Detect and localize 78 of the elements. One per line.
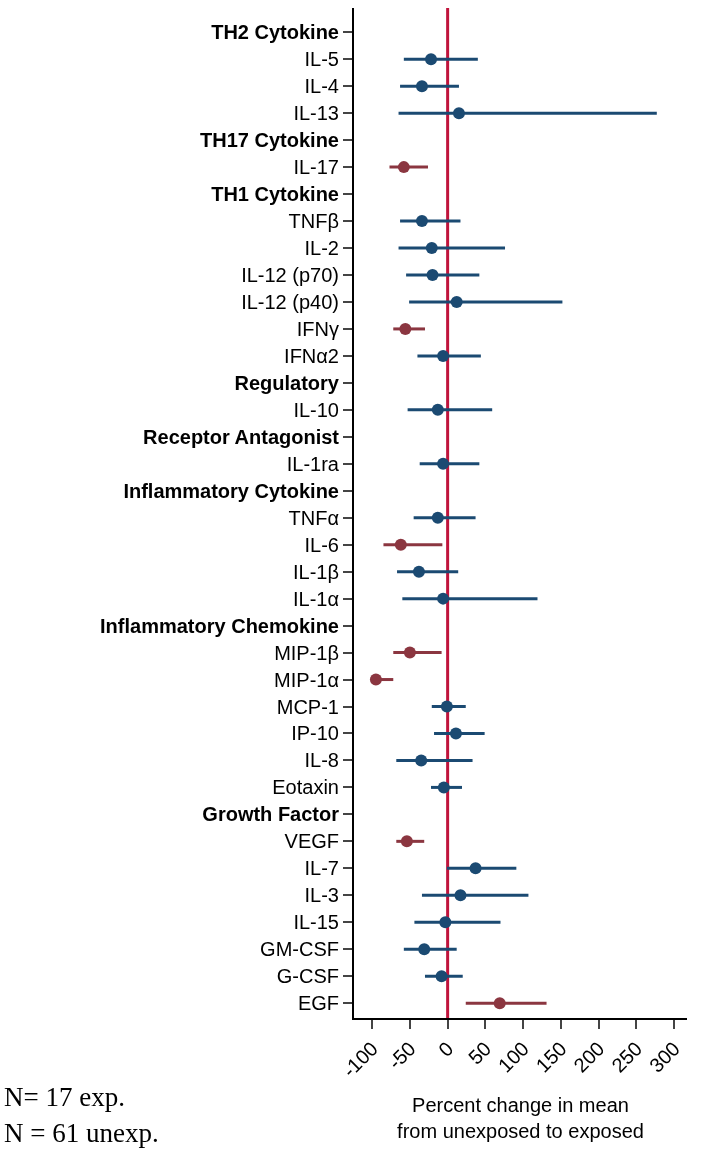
y-tick-label: Inflammatory Chemokine: [100, 614, 339, 637]
y-tick-label: TH1 Cytokine: [211, 183, 339, 206]
y-tick-label: IL-5: [304, 48, 339, 71]
y-tick-label: IL-1β: [293, 560, 339, 583]
point: [437, 349, 450, 362]
x-tick-label: 250: [607, 1037, 647, 1077]
y-tick-label: MCP-1: [276, 695, 339, 718]
y-tick-label: Receptor Antagonist: [143, 425, 340, 448]
y-tick-label: IFNγ: [296, 317, 339, 340]
y-tick-label: TNFβ: [288, 210, 339, 233]
point: [394, 538, 407, 551]
point: [412, 565, 425, 578]
point: [450, 295, 463, 308]
point: [454, 889, 467, 902]
point: [439, 916, 452, 929]
point: [435, 970, 448, 983]
y-tick-label: MIP-1β: [274, 641, 339, 664]
point: [440, 700, 453, 713]
x-tick-label: -50: [383, 1037, 420, 1074]
x-tick-label: 300: [644, 1037, 685, 1077]
point: [469, 862, 482, 875]
y-tick-label: IP-10: [291, 722, 339, 745]
y-tick-label: IL-1ra: [286, 452, 340, 475]
y-tick-label: Regulatory: [234, 371, 340, 394]
x-axis-title: Percent change in mean from unexposed to exposed: [397, 1094, 644, 1143]
y-tick-label: G-CSF: [276, 965, 339, 988]
point: [437, 457, 450, 470]
y-tick-label: IL-7: [304, 857, 339, 880]
y-tick-label: IL-6: [304, 533, 339, 556]
x-tick-label: 0: [434, 1037, 458, 1061]
point: [452, 107, 465, 120]
y-tick-label: VEGF: [284, 830, 339, 853]
point: [415, 754, 428, 767]
point: [437, 781, 450, 794]
y-tick-label: IL-12 (p40): [241, 290, 339, 313]
y-tick-label: IL-15: [293, 911, 339, 934]
y-tick-label: IL-4: [304, 75, 339, 98]
point: [400, 835, 413, 848]
y-tick-label: TH2 Cytokine: [211, 21, 339, 44]
point: [493, 997, 506, 1010]
y-tick-label: IL-1α: [292, 587, 339, 610]
y-tick-label: IL-2: [304, 237, 339, 260]
y-tick-label: IL-8: [304, 749, 339, 772]
y-tick-label: Inflammatory Cytokine: [123, 479, 339, 502]
x-tick-label: 150: [531, 1037, 571, 1077]
y-tick-label: TNFα: [288, 506, 339, 529]
x-tick-label: 100: [493, 1037, 534, 1077]
point: [449, 727, 462, 740]
point: [415, 215, 428, 228]
point: [426, 269, 439, 281]
point: [437, 592, 450, 605]
y-tick-label: IL-13: [293, 102, 339, 125]
text: N= 17 exp.: [4, 1082, 125, 1112]
point: [431, 403, 444, 416]
point: [399, 322, 412, 335]
y-tick-label: MIP-1α: [274, 668, 339, 691]
point: [397, 161, 410, 174]
y-tick-label: TH17 Cytokine: [200, 129, 339, 152]
point: [369, 673, 382, 686]
y-tick-label: GM-CSF: [260, 938, 339, 961]
y-tick-label: IL-17: [293, 156, 339, 179]
y-tick-label: Eotaxin: [272, 776, 339, 799]
point: [403, 646, 416, 659]
x-tick-label: -100: [338, 1037, 383, 1082]
text: N = 61 unexp.: [4, 1118, 159, 1148]
x-tick-label: 50: [464, 1037, 496, 1069]
y-tick-label: IFNα2: [284, 344, 339, 367]
y-tick-label: IL-12 (p70): [241, 264, 339, 286]
x-tick-label: 200: [569, 1037, 609, 1077]
y-tick-label: EGF: [297, 992, 339, 1015]
y-tick-label: Growth Factor: [202, 803, 340, 826]
point: [431, 511, 444, 524]
point: [425, 53, 438, 66]
y-tick-label: IL-10: [293, 398, 339, 421]
point: [415, 80, 428, 93]
y-tick-label: IL-3: [304, 884, 339, 907]
point: [418, 943, 431, 956]
point: [425, 242, 438, 255]
